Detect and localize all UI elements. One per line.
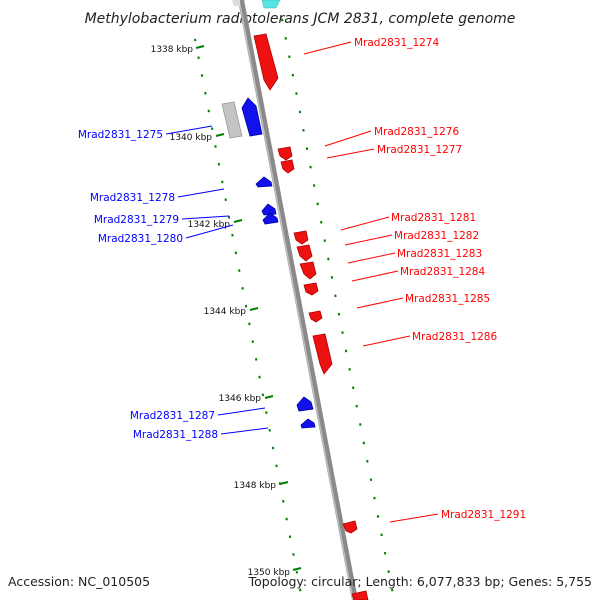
gene-label[interactable]: Mrad2831_1281 [391, 212, 476, 224]
gene-1287-arrow [296, 396, 314, 412]
leader-1283 [347, 252, 396, 264]
accession-text: Accession: NC_010505 [8, 574, 151, 589]
ruler-labels: 1338 kbp 1340 kbp 1342 kbp 1344 kbp 1346… [151, 45, 291, 578]
gene-label[interactable]: Mrad2831_1283 [397, 248, 482, 260]
leader-1280 [185, 224, 234, 239]
leader-1281 [340, 216, 390, 231]
gene-1285-arrow [308, 310, 323, 323]
backbone-highlight [238, 0, 354, 600]
tick-1342 [233, 219, 243, 223]
leader-1282 [344, 234, 393, 246]
gene-1278-arrow [255, 176, 273, 188]
ruler-label-1346: 1346 kbp [219, 394, 262, 404]
ruler-track [194, 38, 302, 592]
gene-label[interactable]: Mrad2831_1280 [98, 233, 183, 245]
ruler-label-1350: 1350 kbp [248, 568, 291, 578]
gene-1274-arrow [253, 33, 279, 91]
ruler-label-1340: 1340 kbp [170, 133, 213, 143]
leader-1284 [351, 270, 399, 282]
ruler-label-1342: 1342 kbp [188, 220, 231, 230]
map-title: Methylobacterium radiotolerans JCM 2831,… [85, 11, 516, 27]
gene-label[interactable]: Mrad2831_1278 [90, 192, 175, 204]
gene-label[interactable]: Mrad2831_1291 [441, 509, 526, 521]
gene-label[interactable]: Mrad2831_1284 [400, 266, 485, 278]
gray-feature-1275-region [221, 101, 243, 139]
gene-1288-arrow [300, 418, 316, 429]
gene-1286-arrow [312, 333, 333, 375]
gene-label[interactable]: Mrad2831_1274 [354, 37, 439, 49]
reverse-labels: Mrad2831_1275 Mrad2831_1278 Mrad2831_127… [78, 129, 218, 441]
gene-label[interactable]: Mrad2831_1275 [78, 129, 163, 141]
leader-1275 [165, 125, 213, 135]
tick-1338 [195, 45, 205, 49]
gene-1277-arrow [280, 159, 295, 174]
gene-1279-arrow [261, 203, 277, 216]
gene-label[interactable]: Mrad2831_1288 [133, 429, 218, 441]
gene-1276-arrow [277, 146, 293, 161]
gene-label[interactable]: Mrad2831_1287 [130, 410, 215, 422]
gene-1280-arrow [262, 212, 279, 225]
tick-1346 [264, 395, 274, 399]
ruler-ticks [195, 45, 302, 571]
forward-labels: Mrad2831_1274 Mrad2831_1276 Mrad2831_127… [354, 37, 526, 521]
gene-label[interactable]: Mrad2831_1279 [94, 214, 179, 226]
leader-1274 [303, 41, 352, 55]
rna-feature-top [261, 0, 281, 9]
gene-label[interactable]: Mrad2831_1282 [394, 230, 479, 242]
gene-1284-arrow [303, 282, 319, 296]
gene-label[interactable]: Mrad2831_1277 [377, 144, 462, 156]
gene-1291-arrow [342, 520, 358, 534]
reverse-leaders [165, 125, 269, 435]
tick-1340 [215, 133, 225, 137]
gene-label[interactable]: Mrad2831_1276 [374, 126, 459, 138]
backbone-line [238, 0, 358, 600]
leader-1287 [217, 407, 266, 416]
gene-1281-arrow [293, 230, 309, 245]
leader-1277 [326, 148, 375, 159]
tick-1348 [279, 481, 289, 485]
ruler-label-1344: 1344 kbp [204, 307, 247, 317]
gene-1283-arrow [299, 261, 317, 280]
tick-1350 [292, 567, 302, 571]
reverse-gene-glyphs [221, 97, 316, 429]
leader-1288 [220, 427, 269, 435]
forward-gene-glyphs [253, 33, 369, 600]
gene-1275-arrow [241, 97, 263, 137]
leader-1285 [356, 297, 404, 309]
leader-1291 [389, 513, 439, 523]
leader-1278 [177, 188, 225, 198]
leader-1276 [324, 130, 372, 147]
outer-track [281, 18, 394, 592]
ruler-label-1348: 1348 kbp [234, 481, 277, 491]
forward-leaders [303, 41, 439, 523]
topology-text: Topology: circular; Length: 6,077,833 bp… [248, 574, 592, 589]
gene-1282-arrow [296, 244, 313, 262]
leader-1286 [362, 335, 411, 347]
gene-label[interactable]: Mrad2831_1286 [412, 331, 497, 343]
gray-feature-top [232, 0, 240, 6]
tick-1344 [249, 307, 259, 311]
leader-1279 [181, 215, 230, 220]
gene-bottom-partial [351, 590, 369, 600]
gene-label[interactable]: Mrad2831_1285 [405, 293, 490, 305]
ruler-label-1338: 1338 kbp [151, 45, 194, 55]
